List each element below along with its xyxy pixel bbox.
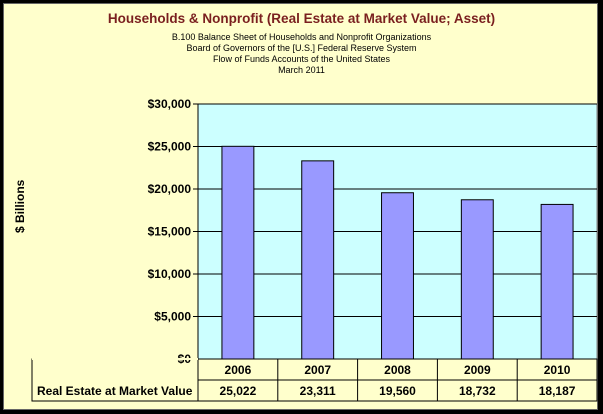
chart-title: Households & Nonprofit (Real Estate at M… — [107, 11, 496, 26]
category-label: 2008 — [384, 363, 411, 377]
category-label: 2010 — [544, 363, 571, 377]
category-label: 2006 — [225, 363, 252, 377]
y-tick-label: $20,000 — [148, 182, 192, 196]
bar — [301, 160, 335, 360]
data-label: 18,187 — [539, 384, 576, 398]
y-tick-label: $25,000 — [148, 140, 192, 154]
chart-subtitle-1: B.100 Balance Sheet of Households and No… — [171, 32, 432, 42]
category-label: 2009 — [464, 363, 491, 377]
category-label: 2007 — [304, 363, 331, 377]
bar — [540, 203, 574, 360]
y-tick-label: $5,000 — [154, 310, 191, 324]
chart-subtitle-3: Flow of Funds Accounts of the United Sta… — [212, 54, 391, 64]
chart-subtitle-2: Board of Governors of the [U.S.] Federal… — [186, 43, 417, 53]
y-tick-label: $15,000 — [148, 225, 192, 239]
series-label: Real Estate at Market Value — [37, 384, 193, 398]
data-label: 23,311 — [300, 384, 336, 398]
data-label: 19,560 — [379, 384, 416, 398]
y-tick-label: $10,000 — [148, 267, 192, 281]
bar — [221, 145, 255, 360]
data-label: 25,022 — [220, 384, 257, 398]
data-label: 18,732 — [459, 384, 496, 398]
chart-subtitle-4: March 2011 — [278, 65, 325, 75]
bar — [460, 199, 494, 360]
y-tick-label: $30,000 — [148, 97, 192, 111]
bar — [381, 192, 414, 360]
